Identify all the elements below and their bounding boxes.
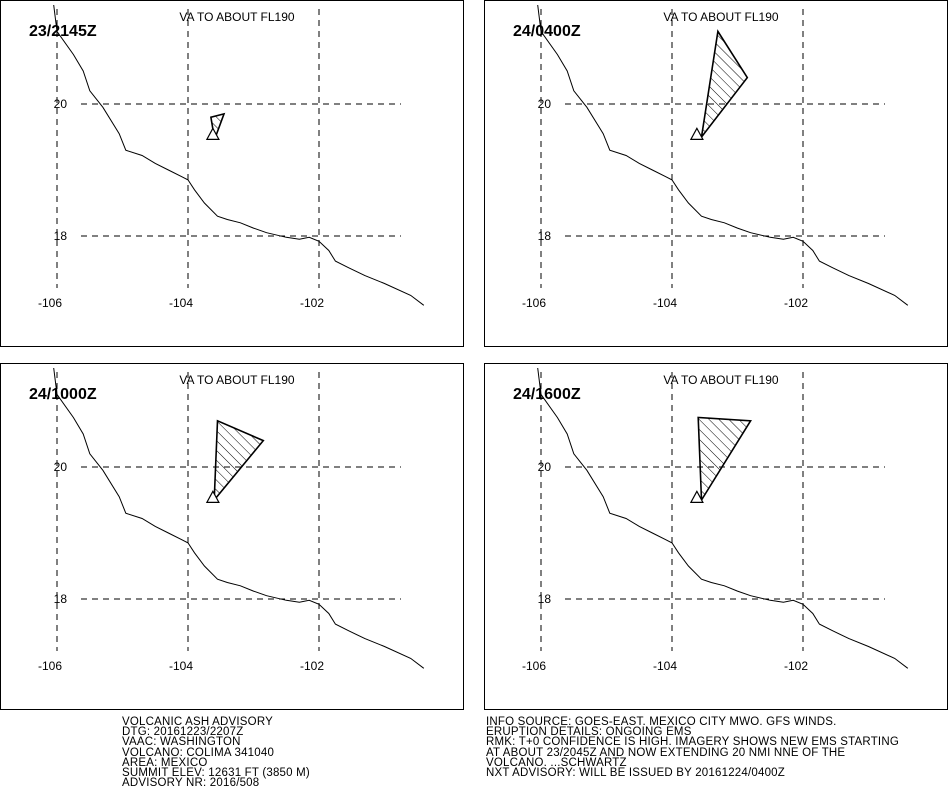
advisory-line: RMK: T+0 CONFIDENCE IS HIGH. IMAGERY SHO… — [486, 736, 899, 749]
volcano-icon — [205, 490, 220, 503]
ash-plume-area — [700, 29, 749, 138]
advisory-line: AREA: MEXICO — [122, 756, 208, 769]
longitude-label: -106 — [38, 296, 62, 310]
latitude-label: 18 — [54, 229, 68, 243]
map-panel-4: 24/1600Z VA TO ABOUT FL190 20 18 -106 -104 -10… — [484, 363, 948, 710]
latitude-label: 18 — [54, 592, 68, 606]
flight-level-label: VA TO ABOUT FL190 — [663, 10, 778, 24]
advisory-left-block: VOLCANIC ASH ADVISORY DTG: 20161223/2207… — [122, 716, 310, 790]
latitude-label: 20 — [54, 97, 68, 111]
longitude-label: -102 — [300, 659, 324, 673]
volcano-icon — [205, 127, 220, 140]
ash-plume-area — [697, 416, 752, 503]
advisory-line: NXT ADVISORY: WILL BE ISSUED BY 20161224… — [486, 767, 785, 780]
coastline — [537, 4, 909, 306]
longitude-label: -102 — [300, 296, 324, 310]
longitude-label: -104 — [169, 659, 193, 673]
longitude-label: -106 — [522, 296, 546, 310]
longitude-label: -106 — [522, 659, 546, 673]
advisory-line: VOLCANO. ...SCHWARTZ — [486, 756, 627, 769]
advisory-right-block: INFO SOURCE: GOES-EAST. MEXICO CITY MWO.… — [486, 716, 899, 780]
advisory-line: VOLCANO: COLIMA 341040 — [122, 746, 275, 759]
latitude-label: 20 — [54, 460, 68, 474]
coastline — [53, 367, 425, 669]
longitude-label: -102 — [784, 659, 808, 673]
map-canvas: 24/1000Z VA TO ABOUT FL190 20 18 -106 -104 -10… — [29, 367, 425, 673]
volcano-icon — [689, 490, 704, 503]
longitude-label: -104 — [169, 296, 193, 310]
flight-level-label: VA TO ABOUT FL190 — [179, 373, 294, 387]
advisory-line: VAAC: WASHINGTON — [122, 736, 241, 749]
valid-time-label: 24/1600Z — [513, 386, 581, 403]
map-canvas: 24/0400Z VA TO ABOUT FL190 20 18 -106 -104 -10… — [513, 4, 909, 310]
longitude-label: -106 — [38, 659, 62, 673]
advisory-line: AT ABOUT 23/2045Z AND NOW EXTENDING 20 N… — [486, 746, 846, 759]
advisory-line: VOLCANIC ASH ADVISORY — [122, 716, 273, 728]
map-canvas: 23/2145Z VA TO ABOUT FL190 20 18 -106 -104 -10… — [29, 4, 425, 310]
advisory-line: ERUPTION DETAILS: ONGOING EMS — [486, 726, 692, 739]
valid-time-label: 24/1000Z — [29, 386, 97, 403]
advisory-line: SUMMIT ELEV: 12631 FT (3850 M) — [122, 767, 310, 780]
coastline — [53, 4, 425, 306]
latitude-label: 18 — [538, 592, 552, 606]
flight-level-label: VA TO ABOUT FL190 — [663, 373, 778, 387]
map-panel-2: 24/0400Z VA TO ABOUT FL190 20 18 -106 -104 -10… — [484, 0, 948, 347]
map-panel-1: 23/2145Z VA TO ABOUT FL190 20 18 -106 -104 -10… — [0, 0, 464, 347]
valid-time-label: 24/0400Z — [513, 23, 581, 40]
ash-plume-area — [213, 419, 265, 503]
advisory-line: INFO SOURCE: GOES-EAST. MEXICO CITY MWO.… — [486, 716, 837, 728]
valid-time-label: 23/2145Z — [29, 23, 97, 40]
longitude-label: -104 — [653, 296, 677, 310]
map-panel-3: 24/1000Z VA TO ABOUT FL190 20 18 -106 -104 -10… — [0, 363, 464, 710]
latitude-label: 18 — [538, 229, 552, 243]
latitude-label: 20 — [538, 97, 552, 111]
advisory-line: ADVISORY NR: 2016/508 — [122, 777, 260, 790]
longitude-label: -102 — [784, 296, 808, 310]
map-canvas: 24/1600Z VA TO ABOUT FL190 20 18 -106 -104 -10… — [513, 367, 909, 673]
longitude-label: -104 — [653, 659, 677, 673]
flight-level-label: VA TO ABOUT FL190 — [179, 10, 294, 24]
advisory-line: DTG: 20161223/2207Z — [122, 726, 244, 739]
volcano-icon — [689, 127, 704, 140]
latitude-label: 20 — [538, 460, 552, 474]
coastline — [537, 367, 909, 669]
